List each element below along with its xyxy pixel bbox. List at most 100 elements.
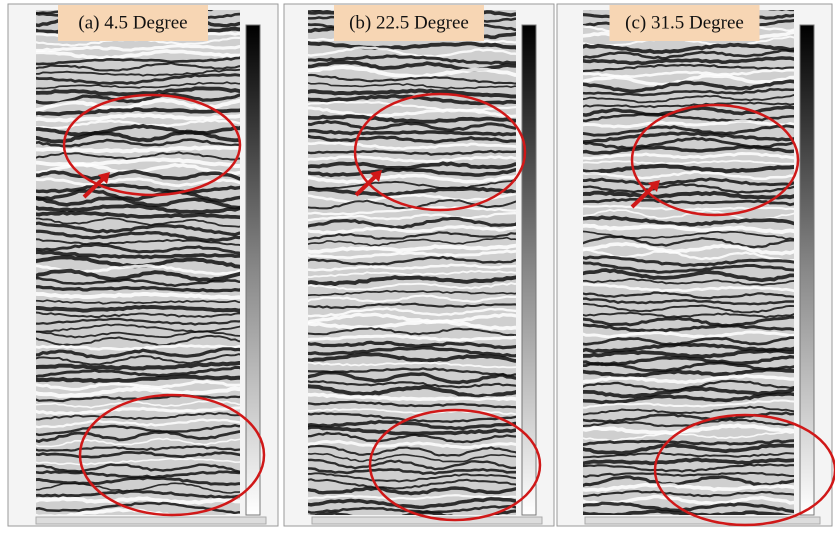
reflector	[583, 399, 794, 409]
reflector	[583, 405, 794, 416]
reflector	[308, 452, 516, 463]
reflector	[308, 400, 516, 409]
highlight-ellipse	[368, 408, 542, 522]
seismic-panel: (a) 4.5 Degree	[7, 3, 279, 527]
reflector	[36, 183, 240, 195]
reflector	[583, 330, 794, 339]
panel-label: (a) 4.5 Degree	[78, 12, 187, 33]
highlight-ellipse	[653, 413, 835, 527]
reflector	[308, 312, 516, 325]
color-bar	[245, 24, 261, 516]
reflector	[583, 63, 794, 73]
reflector	[583, 56, 794, 66]
reflector	[36, 217, 240, 228]
reflector	[308, 444, 516, 457]
reflector	[583, 223, 794, 235]
reflector	[36, 268, 240, 283]
reflector	[36, 418, 240, 429]
reflector	[36, 445, 240, 452]
reflector	[36, 86, 240, 97]
reflector	[308, 425, 516, 436]
reflector	[308, 178, 516, 190]
reflector	[583, 163, 794, 175]
reflector	[583, 79, 794, 94]
reflector	[308, 243, 516, 254]
arrow-head	[370, 170, 382, 182]
reflector	[36, 406, 240, 416]
reflector	[583, 311, 794, 319]
reflector	[36, 188, 240, 203]
reflector	[583, 418, 794, 428]
highlight-ellipse	[353, 92, 527, 212]
reflector	[583, 159, 794, 165]
reflector	[583, 177, 794, 187]
reflector	[308, 46, 516, 59]
reflector	[583, 482, 794, 493]
reflector	[583, 268, 794, 283]
reflector	[308, 319, 516, 331]
reflector	[583, 457, 794, 466]
reflector	[308, 334, 516, 342]
reflector	[308, 494, 516, 501]
reflector	[583, 411, 794, 424]
reflector	[36, 56, 240, 66]
reflector	[308, 100, 516, 112]
reflector	[308, 431, 516, 444]
reflector	[36, 379, 240, 391]
reflector	[583, 93, 794, 104]
reflector	[308, 255, 516, 266]
reflector	[583, 494, 794, 506]
reflector	[308, 236, 516, 247]
reflector	[308, 294, 516, 303]
reflector	[308, 411, 516, 424]
reflector	[583, 443, 794, 456]
reflector	[308, 486, 516, 496]
reflector	[583, 342, 794, 354]
reflector	[36, 157, 240, 168]
reflector	[36, 92, 240, 105]
reflector	[308, 439, 516, 450]
scroll-bar	[35, 516, 267, 525]
reflector	[583, 291, 794, 300]
reflector	[308, 54, 516, 65]
reflector	[583, 282, 794, 293]
arrow-head	[98, 172, 110, 184]
reflector	[583, 302, 794, 314]
reflector	[36, 386, 240, 399]
reflector	[36, 177, 240, 188]
reflector	[36, 330, 240, 339]
reflector	[583, 423, 794, 436]
reflector	[583, 336, 794, 347]
reflector	[36, 501, 240, 515]
reflector	[583, 379, 794, 392]
reflector	[36, 317, 240, 326]
reflector	[36, 169, 240, 181]
reflector	[36, 129, 240, 144]
reflector	[308, 327, 516, 337]
reflector	[583, 297, 794, 306]
reflector	[308, 346, 516, 358]
reflector	[36, 138, 240, 148]
reflector	[308, 352, 516, 363]
reflector	[308, 361, 516, 369]
reflector	[36, 238, 240, 247]
reflector	[308, 155, 516, 163]
reflector	[308, 408, 516, 415]
reflector	[583, 204, 794, 211]
reflector	[583, 190, 794, 200]
reflector	[36, 299, 240, 305]
reflector	[36, 81, 240, 90]
reflector	[36, 243, 240, 255]
reflector	[308, 211, 516, 222]
reflector	[36, 304, 240, 313]
reflector	[308, 370, 516, 385]
reflector	[583, 255, 794, 267]
reflector	[308, 340, 516, 350]
reflector	[36, 360, 240, 371]
reflector	[36, 145, 240, 154]
reflector	[583, 170, 794, 181]
reflector	[36, 285, 240, 293]
reflector	[583, 452, 794, 459]
reflector	[308, 173, 516, 185]
